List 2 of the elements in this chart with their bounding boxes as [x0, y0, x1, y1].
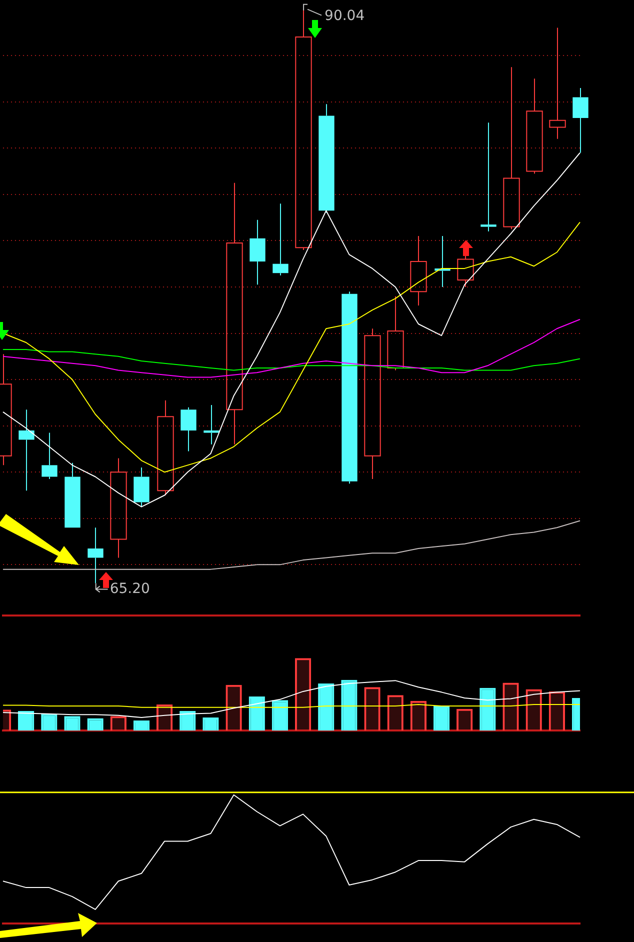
- annotation: 90.04: [324, 8, 365, 24]
- annotation: 65.20: [110, 580, 150, 597]
